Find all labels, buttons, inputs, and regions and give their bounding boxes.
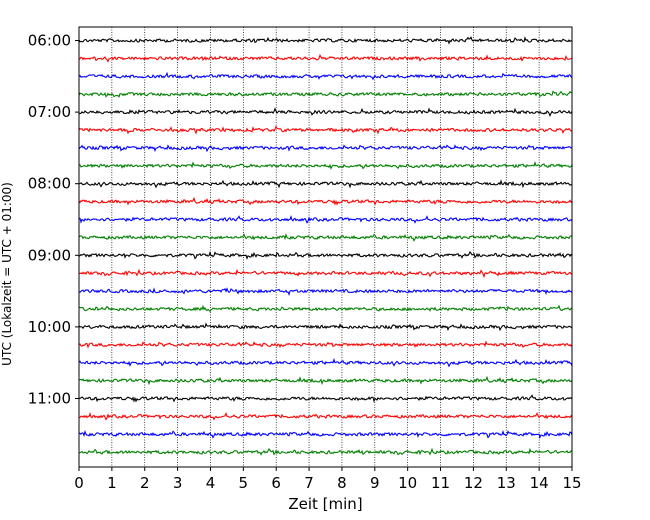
trace-line: [78, 215, 573, 224]
trace-line: [78, 107, 573, 117]
trace-line: [78, 250, 573, 260]
y-axis-ticks: 06:00 07:00 08:00 09:00 10:00 11:00: [28, 32, 79, 408]
trace-line: [78, 304, 573, 313]
trace-line: [78, 411, 573, 421]
y-tick-label: 10:00: [28, 318, 71, 336]
y-tick-label: 07:00: [28, 103, 71, 121]
trace-line: [78, 196, 573, 206]
x-axis-label: Zeit [min]: [288, 495, 362, 513]
y-axis-label: UTC (Lokalzeit = UTC + 01:00): [0, 182, 14, 366]
x-tick-label: 12: [464, 474, 483, 492]
trace-line: [78, 375, 573, 386]
grid-lines: [111, 27, 540, 467]
trace-line: [78, 53, 573, 63]
trace-line: [78, 268, 573, 279]
x-tick-label: 6: [271, 474, 281, 492]
y-tick-label: 11:00: [28, 390, 71, 408]
x-tick-label: 11: [431, 474, 450, 492]
x-tick-label: 0: [74, 474, 84, 492]
x-tick-label: 5: [239, 474, 249, 492]
trace-line: [78, 144, 573, 153]
trace-line: [78, 179, 573, 189]
y-tick-label: 09:00: [28, 246, 71, 264]
x-tick-label: 8: [337, 474, 347, 492]
trace-line: [78, 357, 573, 368]
x-tick-label: 9: [370, 474, 380, 492]
trace-line: [78, 429, 573, 439]
x-tick-label: 15: [562, 474, 581, 492]
x-tick-label: 14: [530, 474, 549, 492]
trace-line: [78, 447, 573, 456]
plot-frame: [78, 26, 573, 468]
trace-line: [78, 160, 573, 170]
x-tick-label: 1: [107, 474, 117, 492]
trace-line: [78, 71, 573, 81]
x-tick-label: 3: [173, 474, 183, 492]
trace-line: [78, 125, 573, 135]
x-tick-label: 4: [206, 474, 216, 492]
trace-line: [78, 36, 573, 45]
x-axis-ticks: 0 1 2 3 4 5 6 7 8 9 10 11 12 13 14 15: [74, 467, 582, 492]
x-tick-label: 2: [140, 474, 150, 492]
trace-line: [78, 322, 573, 332]
trace-line: [78, 287, 573, 297]
x-tick-label: 13: [497, 474, 516, 492]
y-tick-label: 08:00: [28, 175, 71, 193]
seismic-traces: [78, 36, 573, 456]
trace-line: [78, 233, 573, 242]
y-tick-label: 06:00: [28, 32, 71, 50]
trace-line: [78, 340, 573, 349]
trace-line: [78, 394, 573, 403]
x-tick-label: 7: [304, 474, 314, 492]
trace-line: [78, 90, 573, 98]
x-tick-label: 10: [398, 474, 417, 492]
